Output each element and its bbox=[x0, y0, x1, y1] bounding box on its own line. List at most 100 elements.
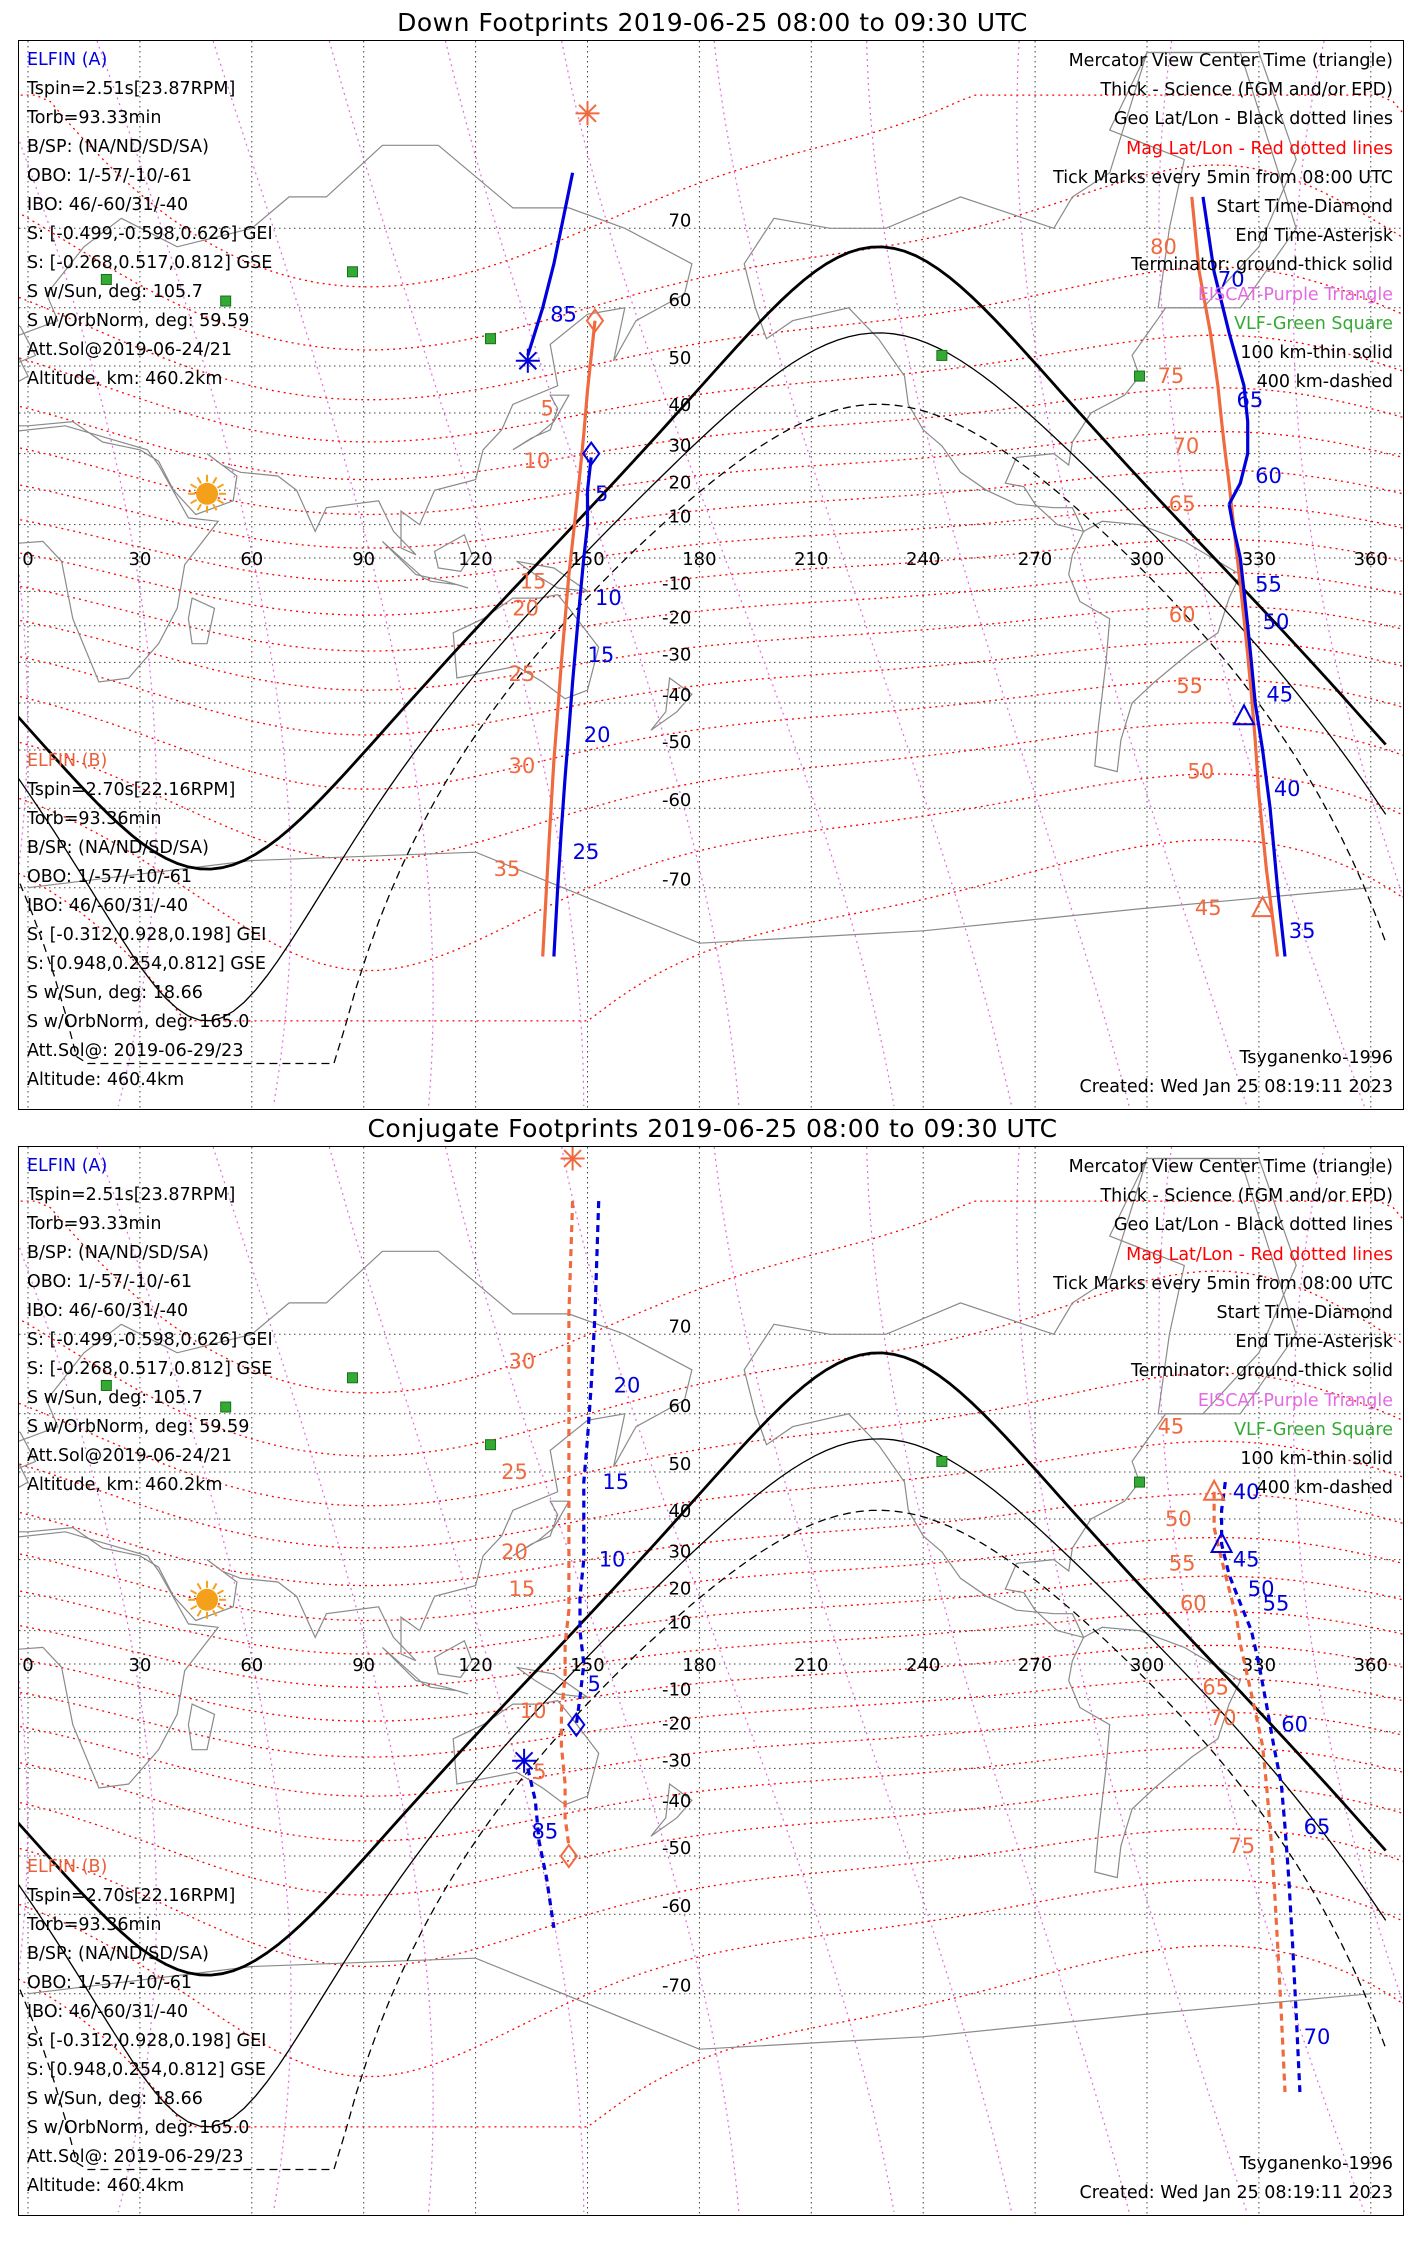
elfin-b-tick-label: 10 bbox=[520, 1699, 547, 1723]
coastline-japan bbox=[512, 1500, 570, 1557]
coastline-antarctic bbox=[27, 1957, 1371, 2050]
vlf-site-icon bbox=[936, 349, 948, 361]
lon-tick-label: 150 bbox=[570, 1655, 604, 1676]
sun-ray bbox=[196, 1609, 202, 1617]
sun-ray bbox=[212, 1609, 218, 1617]
elfin-a-center-triangle-icon bbox=[1209, 1530, 1234, 1553]
vlf-site-icon bbox=[936, 1455, 948, 1467]
lat-tick-label: 40 bbox=[668, 1501, 691, 1522]
mag-lat-line bbox=[19, 1372, 1403, 1507]
elfin-b-s-orbnorm: S w/OrbNorm, deg: 165.0 bbox=[27, 2118, 250, 2138]
panel-title-down: Down Footprints 2019-06-25 08:00 to 09:3… bbox=[397, 8, 1028, 37]
coastline-newguinea bbox=[516, 1666, 588, 1698]
elfin-b-s-gei: S: [-0.312,0.928,0.198] GEI bbox=[27, 2031, 267, 2051]
lat-tick-label: 10 bbox=[668, 507, 691, 528]
sun-ray bbox=[216, 1604, 224, 1611]
elfin-b-tick-label: 55 bbox=[1176, 674, 1203, 698]
lat-tick-label: 50 bbox=[668, 348, 691, 369]
legend-down: Mercator View Center Time (triangle) Thi… bbox=[1053, 47, 1393, 397]
elfin-b-s-orbnorm: S w/OrbNorm, deg: 165.0 bbox=[27, 1012, 250, 1032]
sun-ray bbox=[216, 483, 224, 489]
lat-tick-label: -50 bbox=[662, 1838, 691, 1859]
legend-eiscat: EISCAT-Purple Triangle bbox=[1197, 284, 1393, 305]
elfin-a-tick-label: 10 bbox=[599, 1548, 626, 1572]
mag-lat-line bbox=[19, 387, 1403, 481]
mag-lon-line bbox=[96, 41, 292, 1107]
vlf-site-icon bbox=[220, 295, 232, 307]
sun-ray bbox=[196, 1582, 202, 1590]
elfin-b-info-down: ELFIN (B) Tspin=2.70s[22.16RPM] Torb=93.… bbox=[27, 747, 266, 1095]
elfin-b-ibo: IBO: 46/-60/31/-40 bbox=[27, 896, 189, 916]
legend-mag-grid: Mag Lat/Lon - Red dotted lines bbox=[1126, 1244, 1393, 1265]
elfin-a-tick-label: 85 bbox=[532, 1819, 559, 1843]
vlf-site-icon bbox=[347, 266, 359, 278]
legend-conjugate: Mercator View Center Time (triangle) Thi… bbox=[1053, 1153, 1393, 1503]
lat-tick-label: -10 bbox=[662, 573, 691, 594]
elfin-a-tick-label: 65 bbox=[1304, 1815, 1331, 1839]
coastline-borneo bbox=[433, 1639, 473, 1678]
elfin-a-torb: Torb=93.33min bbox=[27, 108, 162, 128]
footer-down: Tsyganenko-1996 Created: Wed Jan 25 08:1… bbox=[1080, 1044, 1394, 1102]
mag-lon-line bbox=[19, 1244, 157, 2213]
legend-end-time: End Time-Asterisk bbox=[1235, 226, 1393, 247]
elfin-b-tspin: Tspin=2.70s[22.16RPM] bbox=[27, 780, 236, 800]
elfin-b-altitude: Altitude: 460.4km bbox=[27, 1070, 185, 1090]
elfin-b-center-triangle-icon bbox=[1202, 1478, 1226, 1501]
legend-end-time: End Time-Asterisk bbox=[1235, 1332, 1393, 1353]
elfin-a-end-asterisk-icon bbox=[518, 351, 538, 370]
elfin-b-tick-label: 20 bbox=[501, 1540, 528, 1564]
elfin-a-tick-label: 70 bbox=[1218, 267, 1245, 291]
mag-lat-line bbox=[19, 571, 1403, 652]
lat-tick-label: -60 bbox=[662, 790, 691, 811]
elfin-b-tick-label: 35 bbox=[494, 857, 521, 881]
vlf-site-icon bbox=[100, 1379, 112, 1391]
mag-lon-line bbox=[328, 1147, 585, 2213]
coastline-newzealand bbox=[650, 676, 693, 731]
legend-terminator: Terminator: ground-thick solid bbox=[1130, 1361, 1393, 1382]
legend-tick-marks: Tick Marks every 5min from 08:00 UTC bbox=[1053, 1273, 1393, 1294]
lat-tick-label: -70 bbox=[662, 1976, 691, 1997]
lat-tick-label: 20 bbox=[668, 1578, 691, 1599]
lat-tick-label: 30 bbox=[668, 436, 691, 457]
elfin-a-tick-label: 70 bbox=[1304, 2025, 1331, 2049]
mag-lon-line bbox=[713, 1147, 1013, 2213]
elfin-a-s-sun: S w/Sun, deg: 105.7 bbox=[27, 1388, 203, 1408]
lat-tick-label: 70 bbox=[668, 1316, 691, 1337]
vlf-site-icon bbox=[100, 273, 112, 285]
sun-ray bbox=[196, 503, 202, 511]
elfin-b-tick-label: 80 bbox=[1150, 235, 1177, 259]
elfin-a-obo: OBO: 1/-57/-10/-61 bbox=[27, 166, 192, 186]
coastline-madagascar bbox=[187, 597, 216, 645]
elfin-a-center-triangle-icon bbox=[1232, 703, 1256, 726]
mag-lon-line bbox=[561, 1147, 895, 2213]
sun-ray bbox=[190, 483, 198, 489]
lat-tick-label: -40 bbox=[662, 1791, 691, 1812]
elfin-a-track bbox=[526, 1768, 556, 1929]
elfin-b-tick-label: 25 bbox=[501, 1460, 528, 1484]
mag-lon-line bbox=[444, 1147, 740, 2213]
elfin-b-tick-label: 75 bbox=[1228, 1834, 1255, 1858]
legend-view-center: Mercator View Center Time (triangle) bbox=[1068, 1157, 1393, 1177]
elfin-b-center-triangle-icon bbox=[1250, 894, 1275, 918]
elfin-a-ibo: IBO: 46/-60/31/-40 bbox=[27, 195, 189, 215]
elfin-b-tspin: Tspin=2.70s[22.16RPM] bbox=[27, 1886, 236, 1906]
elfin-a-tick-label: 65 bbox=[1237, 388, 1264, 412]
elfin-b-track bbox=[1212, 1491, 1287, 2093]
elfin-a-attsol: Att.Sol@2019-06-24/21 bbox=[27, 340, 232, 360]
map-panel-conjugate: 0 30 60 90 120 150 180 210 240 270 300 330 360 70 60 50… bbox=[18, 1146, 1404, 2216]
vlf-site-icon bbox=[485, 333, 497, 345]
elfin-b-tick-label: 55 bbox=[1169, 1551, 1196, 1575]
mag-lat-line bbox=[19, 266, 1403, 401]
elfin-a-tick-label: 10 bbox=[595, 586, 622, 610]
lat-tick-label: 50 bbox=[668, 1454, 691, 1475]
elfin-a-tick-label: 5 bbox=[588, 1672, 601, 1696]
elfin-a-track bbox=[526, 172, 575, 356]
elfin-b-attsol: Att.Sol@: 2019-06-29/23 bbox=[27, 1041, 244, 1061]
coastline-samerica bbox=[1068, 1626, 1242, 1879]
terminator-100km bbox=[19, 332, 1387, 1022]
elfin-b-s-gse: S: [0.948,0.254,0.812] GSE bbox=[27, 2060, 266, 2080]
coastline-africa bbox=[19, 425, 220, 683]
lat-tick-label: 10 bbox=[668, 1613, 691, 1634]
lon-tick-label: 180 bbox=[682, 1655, 716, 1676]
lon-tick-label: 120 bbox=[458, 549, 492, 570]
